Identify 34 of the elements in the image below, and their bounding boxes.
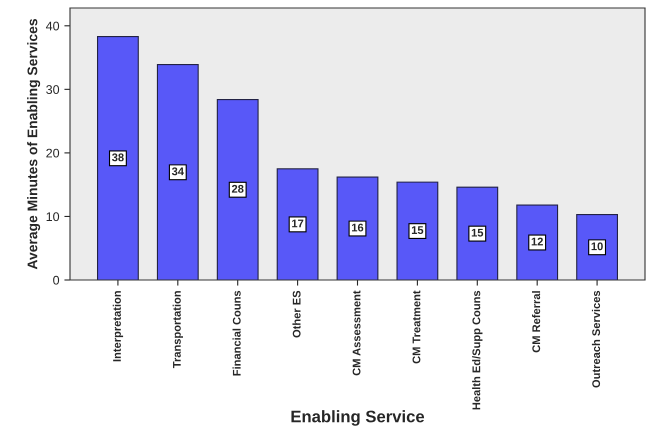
x-tick-label: Interpretation xyxy=(112,291,124,362)
bar xyxy=(156,64,199,280)
x-tick-label: Outreach Services xyxy=(592,290,600,388)
data-label: 38 xyxy=(112,153,124,162)
bar xyxy=(456,186,498,280)
data-label: 17 xyxy=(292,220,304,228)
y-axis-title: Average Minutes of Enabling Services xyxy=(27,19,40,270)
y-tick-label: 30 xyxy=(46,85,60,94)
x-tick-label: CM Treatment xyxy=(412,290,420,364)
x-tick-label: Other ES xyxy=(292,290,301,338)
data-label: 16 xyxy=(352,224,364,232)
y-tick-label: 40 xyxy=(46,22,60,30)
bar xyxy=(396,182,438,280)
bar xyxy=(336,176,378,280)
bar xyxy=(276,168,319,280)
data-label: 15 xyxy=(472,228,484,237)
x-tick-label: Financial Couns xyxy=(232,290,241,376)
bar xyxy=(516,204,558,280)
bar xyxy=(576,214,618,280)
x-tick-label: CM Assessment xyxy=(352,290,360,376)
y-tick-label: 10 xyxy=(46,212,60,222)
x-tick-label: Health Ed/Supp Couns xyxy=(472,290,482,410)
data-label: 34 xyxy=(172,167,184,176)
bar xyxy=(216,98,259,280)
x-axis-title: Enabling Service xyxy=(291,410,424,426)
data-label: 10 xyxy=(592,242,603,250)
x-tick-label: CM Referral xyxy=(532,291,540,352)
x-tick-label: Transportation xyxy=(172,291,183,368)
y-tick-label: 0 xyxy=(53,276,60,285)
data-label: 15 xyxy=(412,226,424,234)
data-label: 28 xyxy=(232,184,244,193)
y-tick-label: 20 xyxy=(46,148,60,158)
bar xyxy=(96,36,139,280)
data-label: 12 xyxy=(532,238,543,246)
